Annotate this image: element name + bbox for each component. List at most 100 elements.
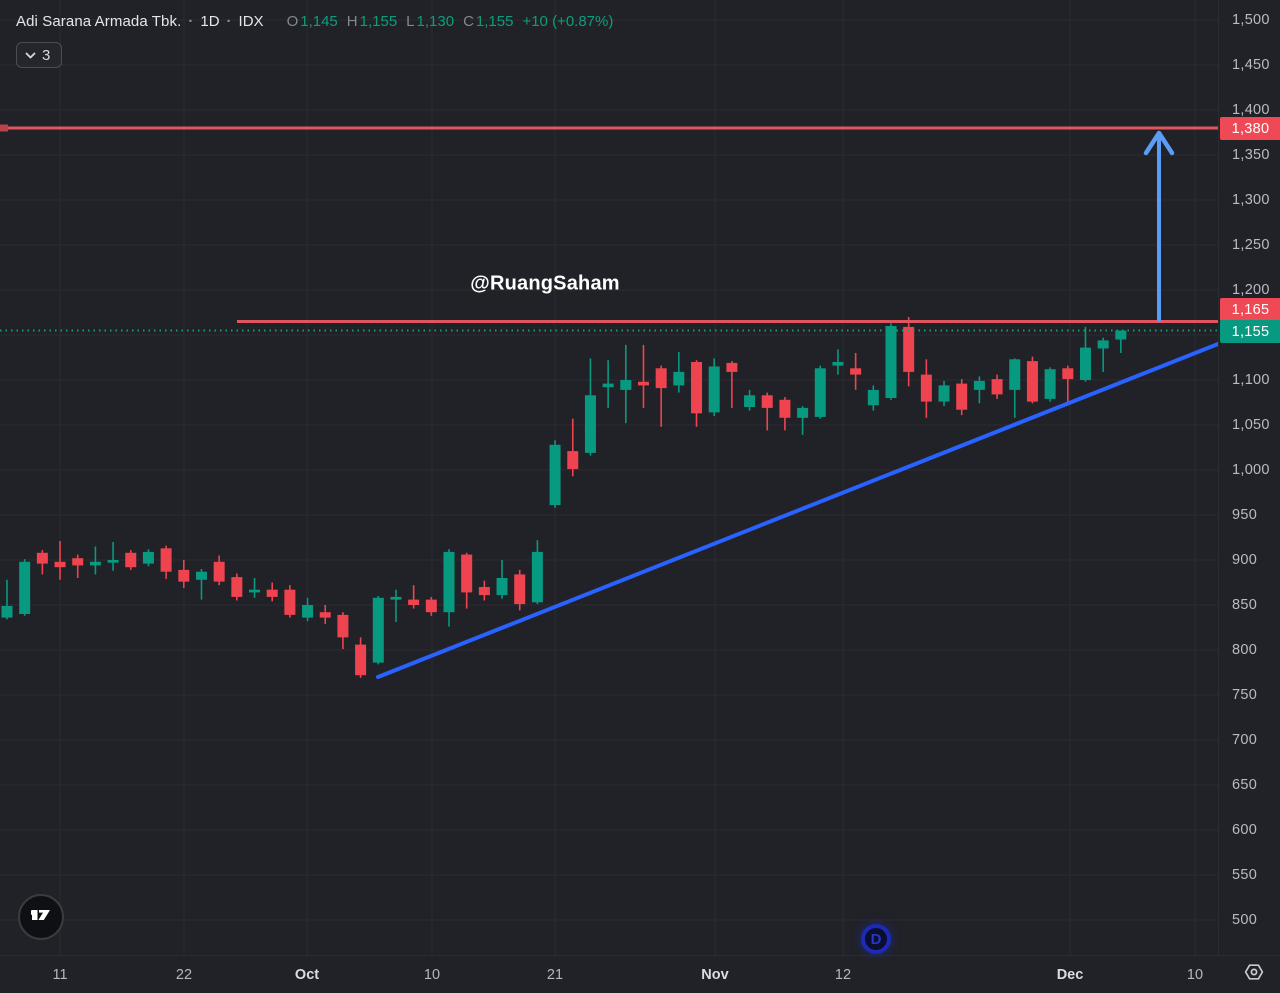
price-tick-label: 650 [1232, 777, 1258, 793]
candle-body [213, 561, 225, 582]
ohlc-readout: O 1,145 H 1,155 L 1,130 C 1,155 +10 (+0.… [278, 13, 614, 30]
price-badge-resistance-upper: 1,380 [1220, 117, 1280, 140]
gear-icon [1243, 961, 1265, 988]
candle-body [1115, 330, 1127, 340]
line-anchor-handle [0, 124, 8, 132]
price-tick-label: 550 [1232, 867, 1258, 883]
symbol-header[interactable]: Adi Sarana Armada Tbk. · 1D · IDX O 1,14… [16, 11, 613, 31]
close-label: C [463, 12, 474, 30]
high-value: 1,155 [359, 12, 398, 30]
time-tick-label: 12 [834, 967, 852, 983]
tradingview-logo[interactable] [18, 894, 64, 940]
price-tick-label: 950 [1232, 507, 1258, 523]
price-tick-label: 850 [1232, 597, 1258, 613]
low-value: 1,130 [416, 12, 455, 30]
candle-body [302, 605, 314, 618]
candle-body [726, 362, 738, 372]
price-tick-label: 1,300 [1232, 192, 1270, 208]
candle-body [72, 558, 84, 566]
candle-body [797, 407, 809, 418]
price-tick-label: 1,450 [1232, 57, 1270, 73]
axis-settings-button[interactable] [1241, 961, 1267, 987]
candle-body [885, 326, 897, 398]
exchange-label: IDX [238, 12, 264, 30]
candle-body [337, 614, 349, 638]
separator-dot: · [226, 12, 232, 30]
last-price-badge: 1,155 [1220, 320, 1280, 343]
price-tick-label: 1,200 [1232, 282, 1270, 298]
candle-body [1, 605, 13, 618]
candle-body [584, 395, 596, 453]
candle-body [514, 574, 526, 605]
price-tick-label: 1,050 [1232, 417, 1270, 433]
candle-body [1079, 347, 1091, 380]
time-tick-label: Oct [294, 967, 320, 983]
price-tick-label: 500 [1232, 912, 1258, 928]
timeframe-label[interactable]: 1D [200, 12, 220, 30]
time-tick-label: 22 [175, 967, 193, 983]
candle-body [867, 389, 879, 406]
price-tick-label: 750 [1232, 687, 1258, 703]
candle-body [620, 380, 632, 390]
author-watermark: @RuangSaham [470, 272, 620, 295]
candle-body [478, 587, 490, 596]
candle-body [408, 599, 420, 605]
price-tick-label: 1,500 [1232, 12, 1270, 28]
candlestick-chart-canvas[interactable] [0, 0, 1218, 955]
candle-body [744, 395, 756, 407]
time-axis[interactable]: 11 22 Oct 10 21 Nov 12 Dec 10 [0, 955, 1280, 993]
candle-body [973, 380, 985, 390]
candle-body [178, 569, 190, 582]
candle-body [425, 599, 437, 613]
candle-body [19, 561, 31, 614]
candle-body [1026, 361, 1038, 402]
candle-body [443, 551, 455, 613]
candle-body [107, 560, 119, 563]
candle-body [142, 551, 154, 564]
candle-body [461, 554, 473, 593]
candle-body [195, 571, 207, 580]
candle-body [249, 589, 261, 593]
candle-body [850, 368, 862, 375]
candle-body [390, 596, 402, 600]
candle-body [1044, 369, 1056, 399]
candle-body [125, 552, 137, 568]
candle-body [655, 368, 667, 389]
price-tick-label: 600 [1232, 822, 1258, 838]
candle-body [496, 578, 508, 596]
price-axis[interactable]: 1,380 1,165 1,155 1,500 1,450 1,400 1,350 1,… [1218, 0, 1280, 955]
chevron-down-icon [24, 49, 37, 62]
price-tick-label: 1,350 [1232, 147, 1270, 163]
time-tick-label: Nov [701, 967, 729, 983]
indicator-count: 3 [42, 46, 51, 64]
tradingview-mark-icon [28, 902, 54, 933]
candle-body [920, 374, 932, 402]
high-label: H [346, 12, 358, 30]
open-label: O [286, 12, 299, 30]
blue-circle-logo: D [861, 924, 891, 954]
symbol-name[interactable]: Adi Sarana Armada Tbk. [16, 12, 182, 30]
candle-body [355, 644, 367, 676]
time-tick-label: Dec [1056, 967, 1084, 983]
candle-body [779, 399, 791, 418]
time-tick-label: 10 [423, 967, 441, 983]
candle-body [903, 326, 915, 372]
candle-body [956, 383, 968, 410]
candle-body [761, 395, 773, 408]
indicators-button[interactable]: 3 [16, 42, 63, 68]
candle-body [89, 561, 101, 566]
candle-body [36, 552, 48, 564]
price-tick-label: 700 [1232, 732, 1258, 748]
time-tick-label: 11 [52, 967, 68, 983]
candle-body [319, 612, 331, 618]
time-tick-label: 10 [1186, 967, 1204, 983]
price-tick-label: 800 [1232, 642, 1258, 658]
candle-body [673, 371, 685, 386]
candle-body [1062, 368, 1074, 380]
candle-body [637, 381, 649, 386]
candle-body [284, 589, 296, 615]
time-tick-label: 21 [546, 967, 564, 983]
candle-body [266, 589, 278, 597]
candle-body [691, 362, 703, 414]
